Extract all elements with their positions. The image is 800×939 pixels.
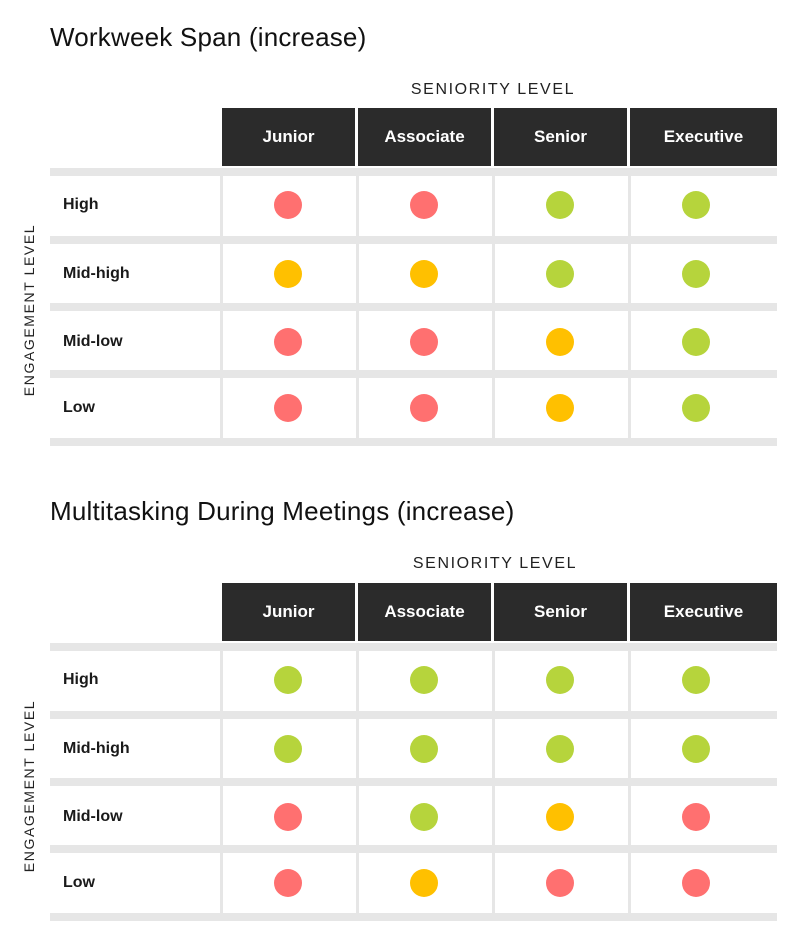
cell-dot-mid-high-executive (682, 260, 710, 288)
chart-panel-1: Workweek Span (increase) SENIORITY LEVEL… (0, 22, 800, 448)
cell-dot-mid-low-associate (410, 803, 438, 831)
cell-dot-low-senior (546, 394, 574, 422)
cell-dot-high-executive (682, 191, 710, 219)
cell-dot-mid-high-associate (410, 260, 438, 288)
cell-dot-mid-high-executive (682, 735, 710, 763)
column-header-senior: Senior (494, 583, 627, 641)
cell-dot-low-associate (410, 394, 438, 422)
column-divider (628, 643, 631, 913)
column-axis-label: SENIORITY LEVEL (412, 555, 578, 572)
column-header-executive: Executive (630, 583, 777, 641)
row-label-mid-low: Mid-low (63, 333, 123, 350)
cell-dot-low-senior (546, 869, 574, 897)
row-label-low: Low (63, 874, 95, 891)
row-label-mid-high: Mid-high (63, 265, 130, 282)
cell-dot-high-senior (546, 666, 574, 694)
chart-title: Multitasking During Meetings (increase) (50, 496, 515, 526)
column-axis-label: SENIORITY LEVEL (410, 81, 576, 98)
row-divider (50, 643, 777, 651)
cell-dot-mid-low-senior (546, 328, 574, 356)
cell-dot-high-senior (546, 191, 574, 219)
row-divider (50, 236, 777, 244)
cell-dot-low-executive (682, 869, 710, 897)
column-divider (356, 168, 359, 438)
cell-dot-mid-high-associate (410, 735, 438, 763)
cell-dot-high-junior (274, 191, 302, 219)
row-divider (50, 845, 777, 853)
cell-dot-low-junior (274, 394, 302, 422)
cell-dot-low-executive (682, 394, 710, 422)
grid: Junior Associate Senior Executive High Mid-hi… (0, 108, 800, 448)
row-divider (50, 913, 777, 921)
cell-dot-mid-high-senior (546, 260, 574, 288)
cell-dot-high-associate (410, 666, 438, 694)
row-label-high: High (63, 196, 99, 213)
cell-dot-mid-high-junior (274, 735, 302, 763)
cell-dot-high-junior (274, 666, 302, 694)
cell-dot-mid-high-senior (546, 735, 574, 763)
cell-dot-mid-low-senior (546, 803, 574, 831)
column-header-junior: Junior (222, 583, 355, 641)
row-label-mid-high: Mid-high (63, 740, 130, 757)
column-header-executive: Executive (630, 108, 777, 166)
row-divider (50, 778, 777, 786)
column-header-senior: Senior (494, 108, 627, 166)
column-divider (628, 168, 631, 438)
row-label-low: Low (63, 399, 95, 416)
cell-dot-mid-low-junior (274, 803, 302, 831)
row-divider (50, 370, 777, 378)
cell-dot-mid-low-associate (410, 328, 438, 356)
row-divider (50, 168, 777, 176)
column-divider (220, 168, 223, 438)
row-divider (50, 438, 777, 446)
cell-dot-high-executive (682, 666, 710, 694)
grid: Junior Associate Senior Executive High Mid-hi… (0, 583, 800, 923)
cell-dot-mid-high-junior (274, 260, 302, 288)
cell-dot-high-associate (410, 191, 438, 219)
row-label-high: High (63, 671, 99, 688)
column-header-associate: Associate (358, 108, 491, 166)
cell-dot-low-junior (274, 869, 302, 897)
cell-dot-mid-low-executive (682, 803, 710, 831)
row-label-mid-low: Mid-low (63, 808, 123, 825)
cell-dot-mid-low-junior (274, 328, 302, 356)
column-divider (492, 643, 495, 913)
column-divider (356, 643, 359, 913)
column-header-junior: Junior (222, 108, 355, 166)
chart-panel-2: Multitasking During Meetings (increase) … (0, 470, 800, 939)
chart-title: Workweek Span (increase) (50, 22, 367, 52)
column-divider (220, 643, 223, 913)
row-divider (50, 303, 777, 311)
cell-dot-low-associate (410, 869, 438, 897)
cell-dot-mid-low-executive (682, 328, 710, 356)
column-divider (492, 168, 495, 438)
column-header-associate: Associate (358, 583, 491, 641)
row-divider (50, 711, 777, 719)
